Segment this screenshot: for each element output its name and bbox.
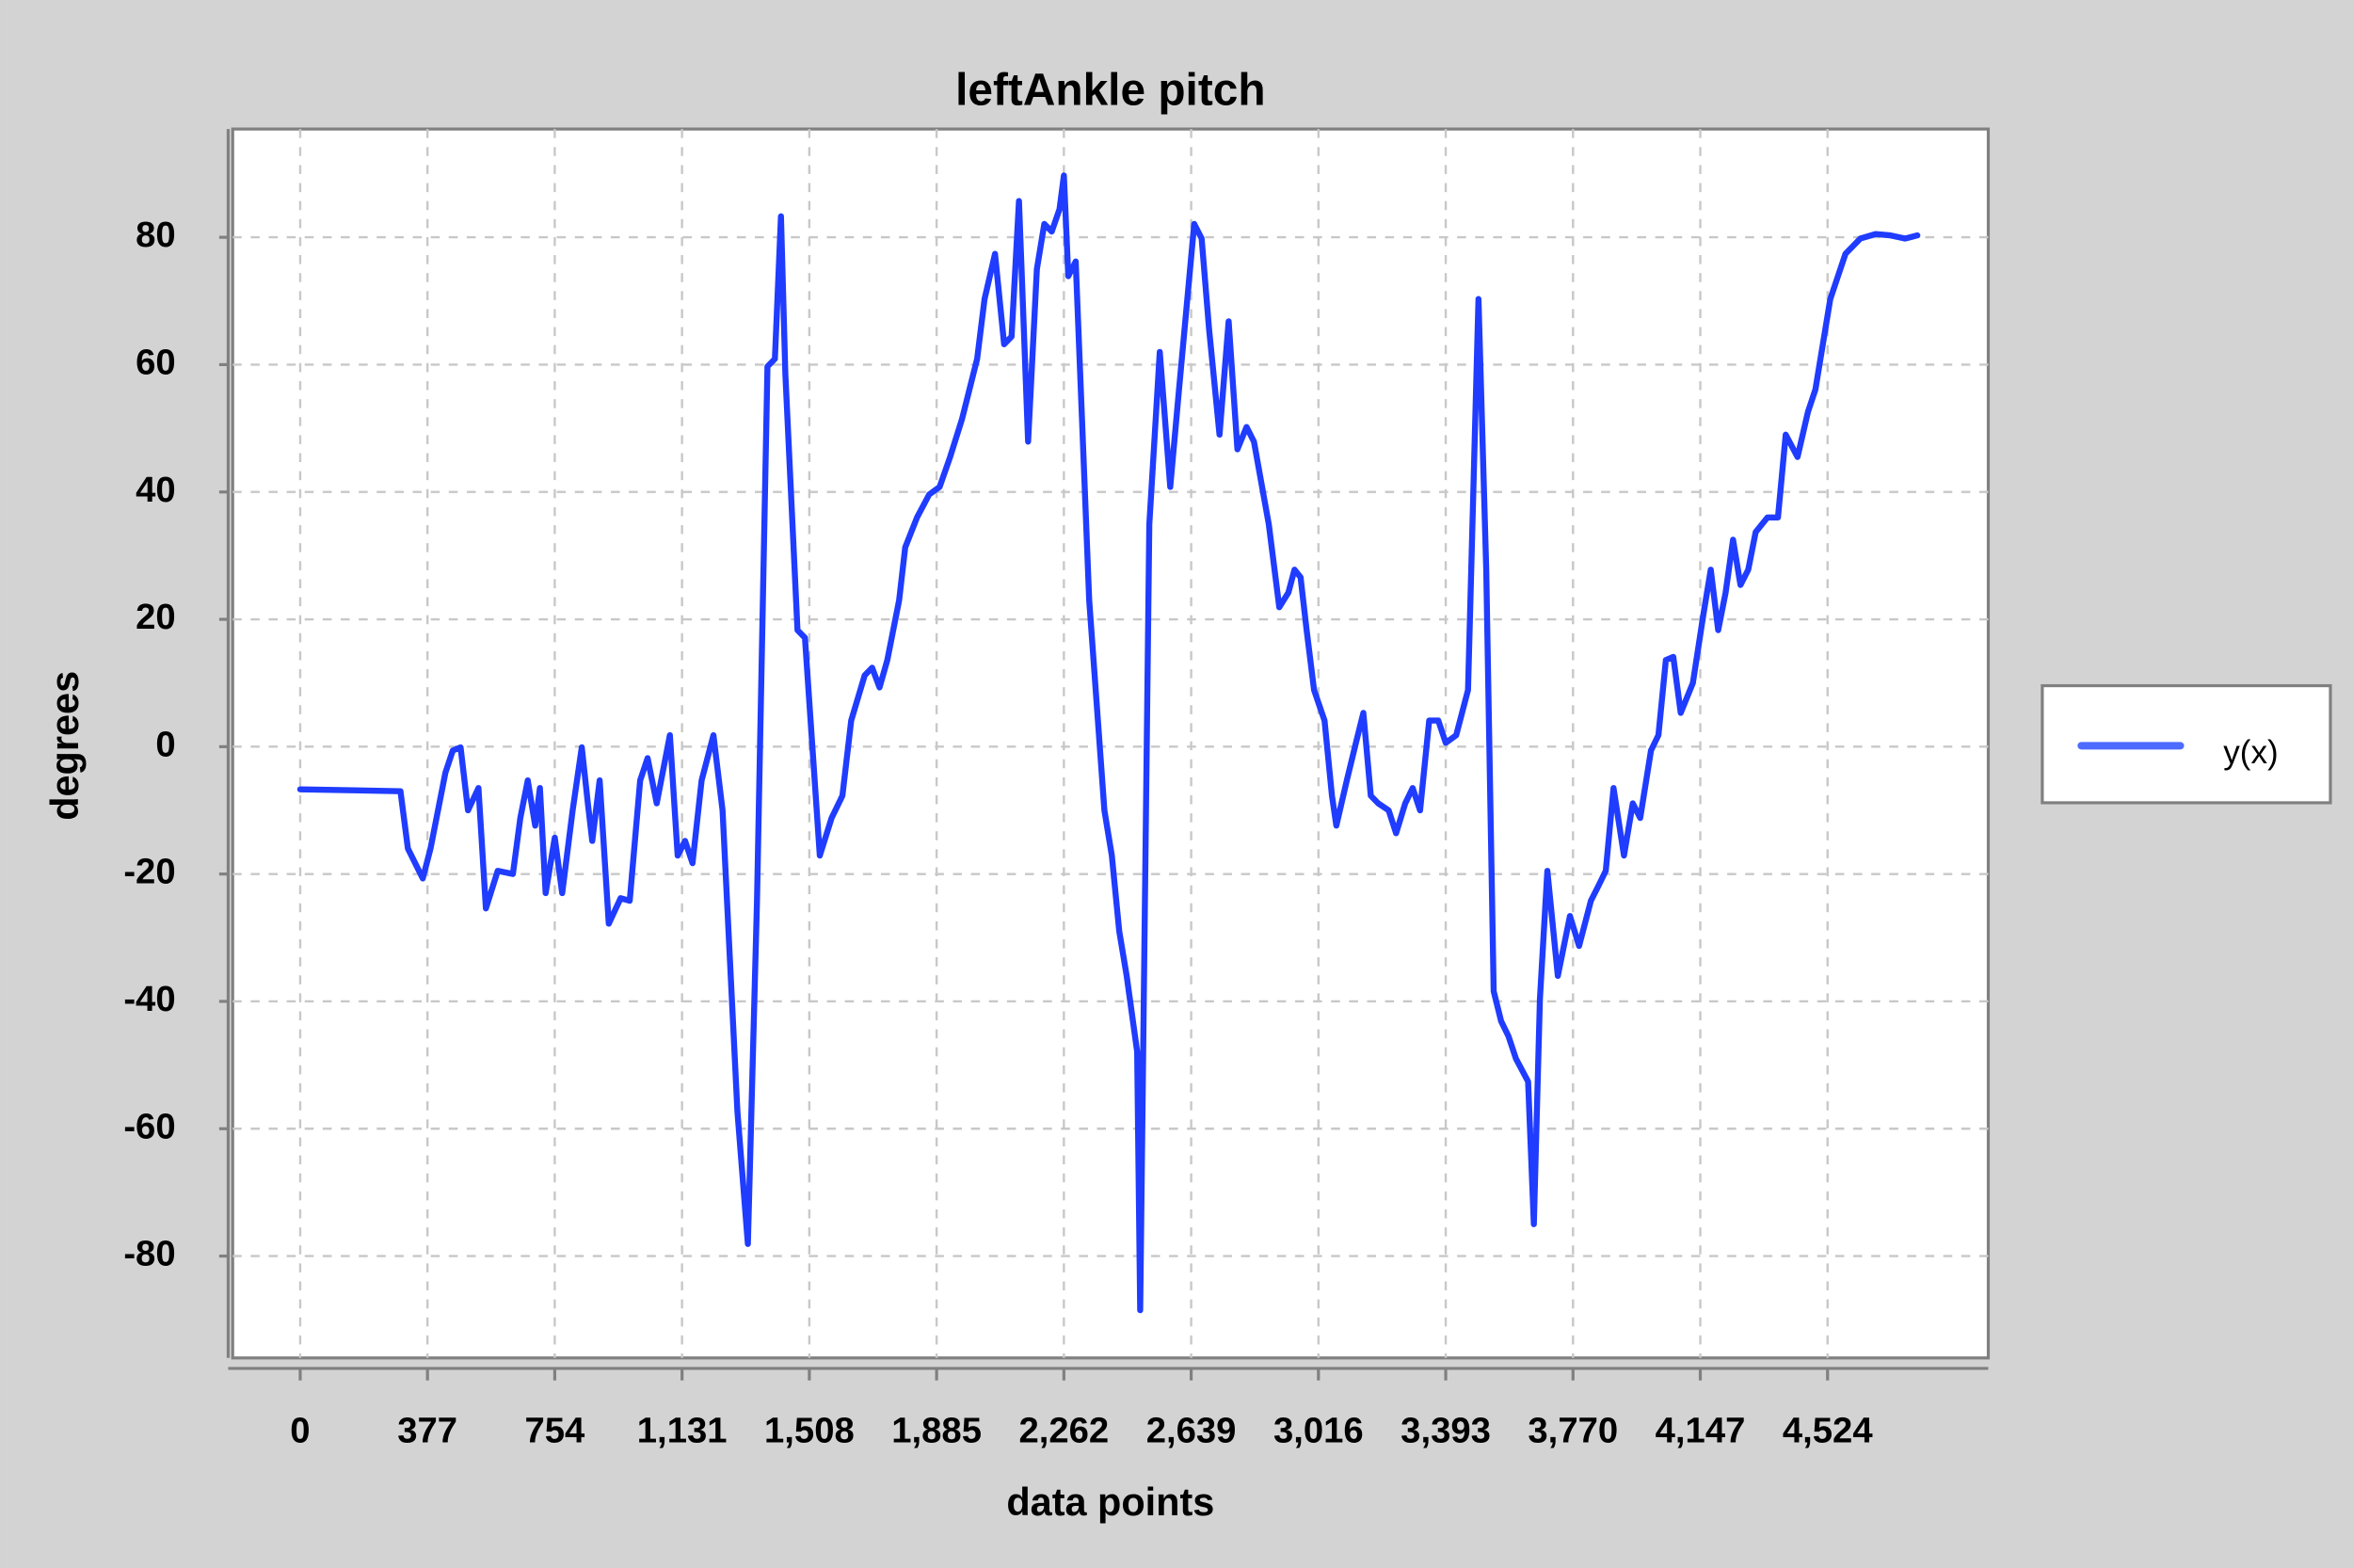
chart-title: leftAnkle pitch xyxy=(955,65,1265,115)
x-tick-label: 377 xyxy=(397,1411,457,1451)
y-tick-label: 60 xyxy=(136,343,176,383)
x-tick-label: 3,016 xyxy=(1273,1411,1364,1451)
x-tick-label: 754 xyxy=(525,1411,586,1451)
y-tick-label: -40 xyxy=(123,979,175,1019)
data-line xyxy=(296,172,1921,1314)
y-tick-label: -20 xyxy=(123,852,175,892)
plot-area xyxy=(231,127,1991,1360)
y-tick-label: 40 xyxy=(136,470,176,510)
x-tick-label: 3,770 xyxy=(1528,1411,1618,1451)
y-tick-label: 20 xyxy=(136,597,176,637)
x-tick-label: 4,524 xyxy=(1783,1411,1873,1451)
x-tick-label: 1,508 xyxy=(764,1411,855,1451)
x-tick-label: 2,639 xyxy=(1146,1411,1237,1451)
y-tick-label: 0 xyxy=(155,724,175,764)
legend-label: y(x) xyxy=(2223,734,2278,771)
y-tick-label: -80 xyxy=(123,1234,175,1274)
x-tick-label: 4,147 xyxy=(1656,1411,1746,1451)
x-tick-label: 0 xyxy=(290,1411,310,1451)
y-tick-label: -60 xyxy=(123,1106,175,1146)
y-axis-label: degrees xyxy=(42,671,87,821)
y-tick-label: 80 xyxy=(136,215,176,255)
x-axis-label: data points xyxy=(1006,1480,1214,1524)
x-tick-label: 2,262 xyxy=(1018,1411,1109,1451)
x-tick-label: 1,885 xyxy=(891,1411,982,1451)
x-tick-label: 3,393 xyxy=(1401,1411,1491,1451)
x-tick-label: 1,131 xyxy=(637,1411,728,1451)
